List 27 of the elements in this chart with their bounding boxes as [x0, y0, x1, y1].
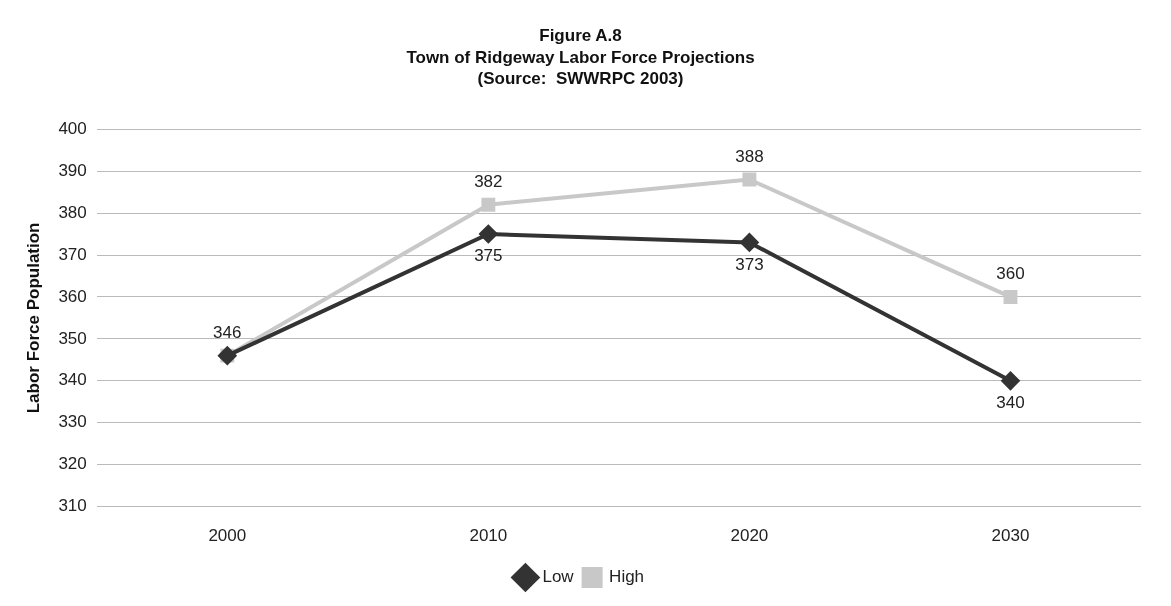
y-tick-label: 340	[58, 370, 87, 390]
data-label: 382	[474, 171, 503, 191]
x-tick-label: 2010	[469, 526, 508, 546]
y-axis-title: Labor Force Population	[23, 222, 43, 414]
data-label: 346	[213, 322, 242, 342]
x-tick-label: 2020	[730, 526, 769, 546]
chart-subtitle: Town of Ridgeway Labor Force Projections	[406, 48, 755, 68]
text: (Source: SWWRPC 2003)	[477, 68, 684, 88]
data-label: 388	[735, 146, 764, 166]
x-tick-label: 2030	[991, 526, 1030, 546]
y-tick-label: 370	[58, 244, 87, 264]
y-tick-label: 400	[58, 118, 87, 138]
data-label: 340	[996, 392, 1025, 412]
legend-label: Low	[542, 567, 575, 587]
x-tick-label: 2000	[208, 526, 247, 546]
data-label: 373	[735, 254, 764, 274]
chart-title: Figure A.8	[539, 25, 622, 45]
y-tick-label: 360	[58, 286, 87, 306]
y-tick-label: 390	[58, 160, 87, 180]
data-label: 375	[474, 246, 503, 266]
y-tick-label: 380	[58, 202, 87, 222]
y-tick-label: 310	[58, 496, 87, 516]
y-tick-label: 350	[58, 328, 87, 348]
data-label: 360	[996, 264, 1025, 284]
y-tick-label: 330	[58, 412, 87, 432]
legend-label: High	[609, 567, 645, 587]
y-tick-label: 320	[58, 454, 87, 474]
